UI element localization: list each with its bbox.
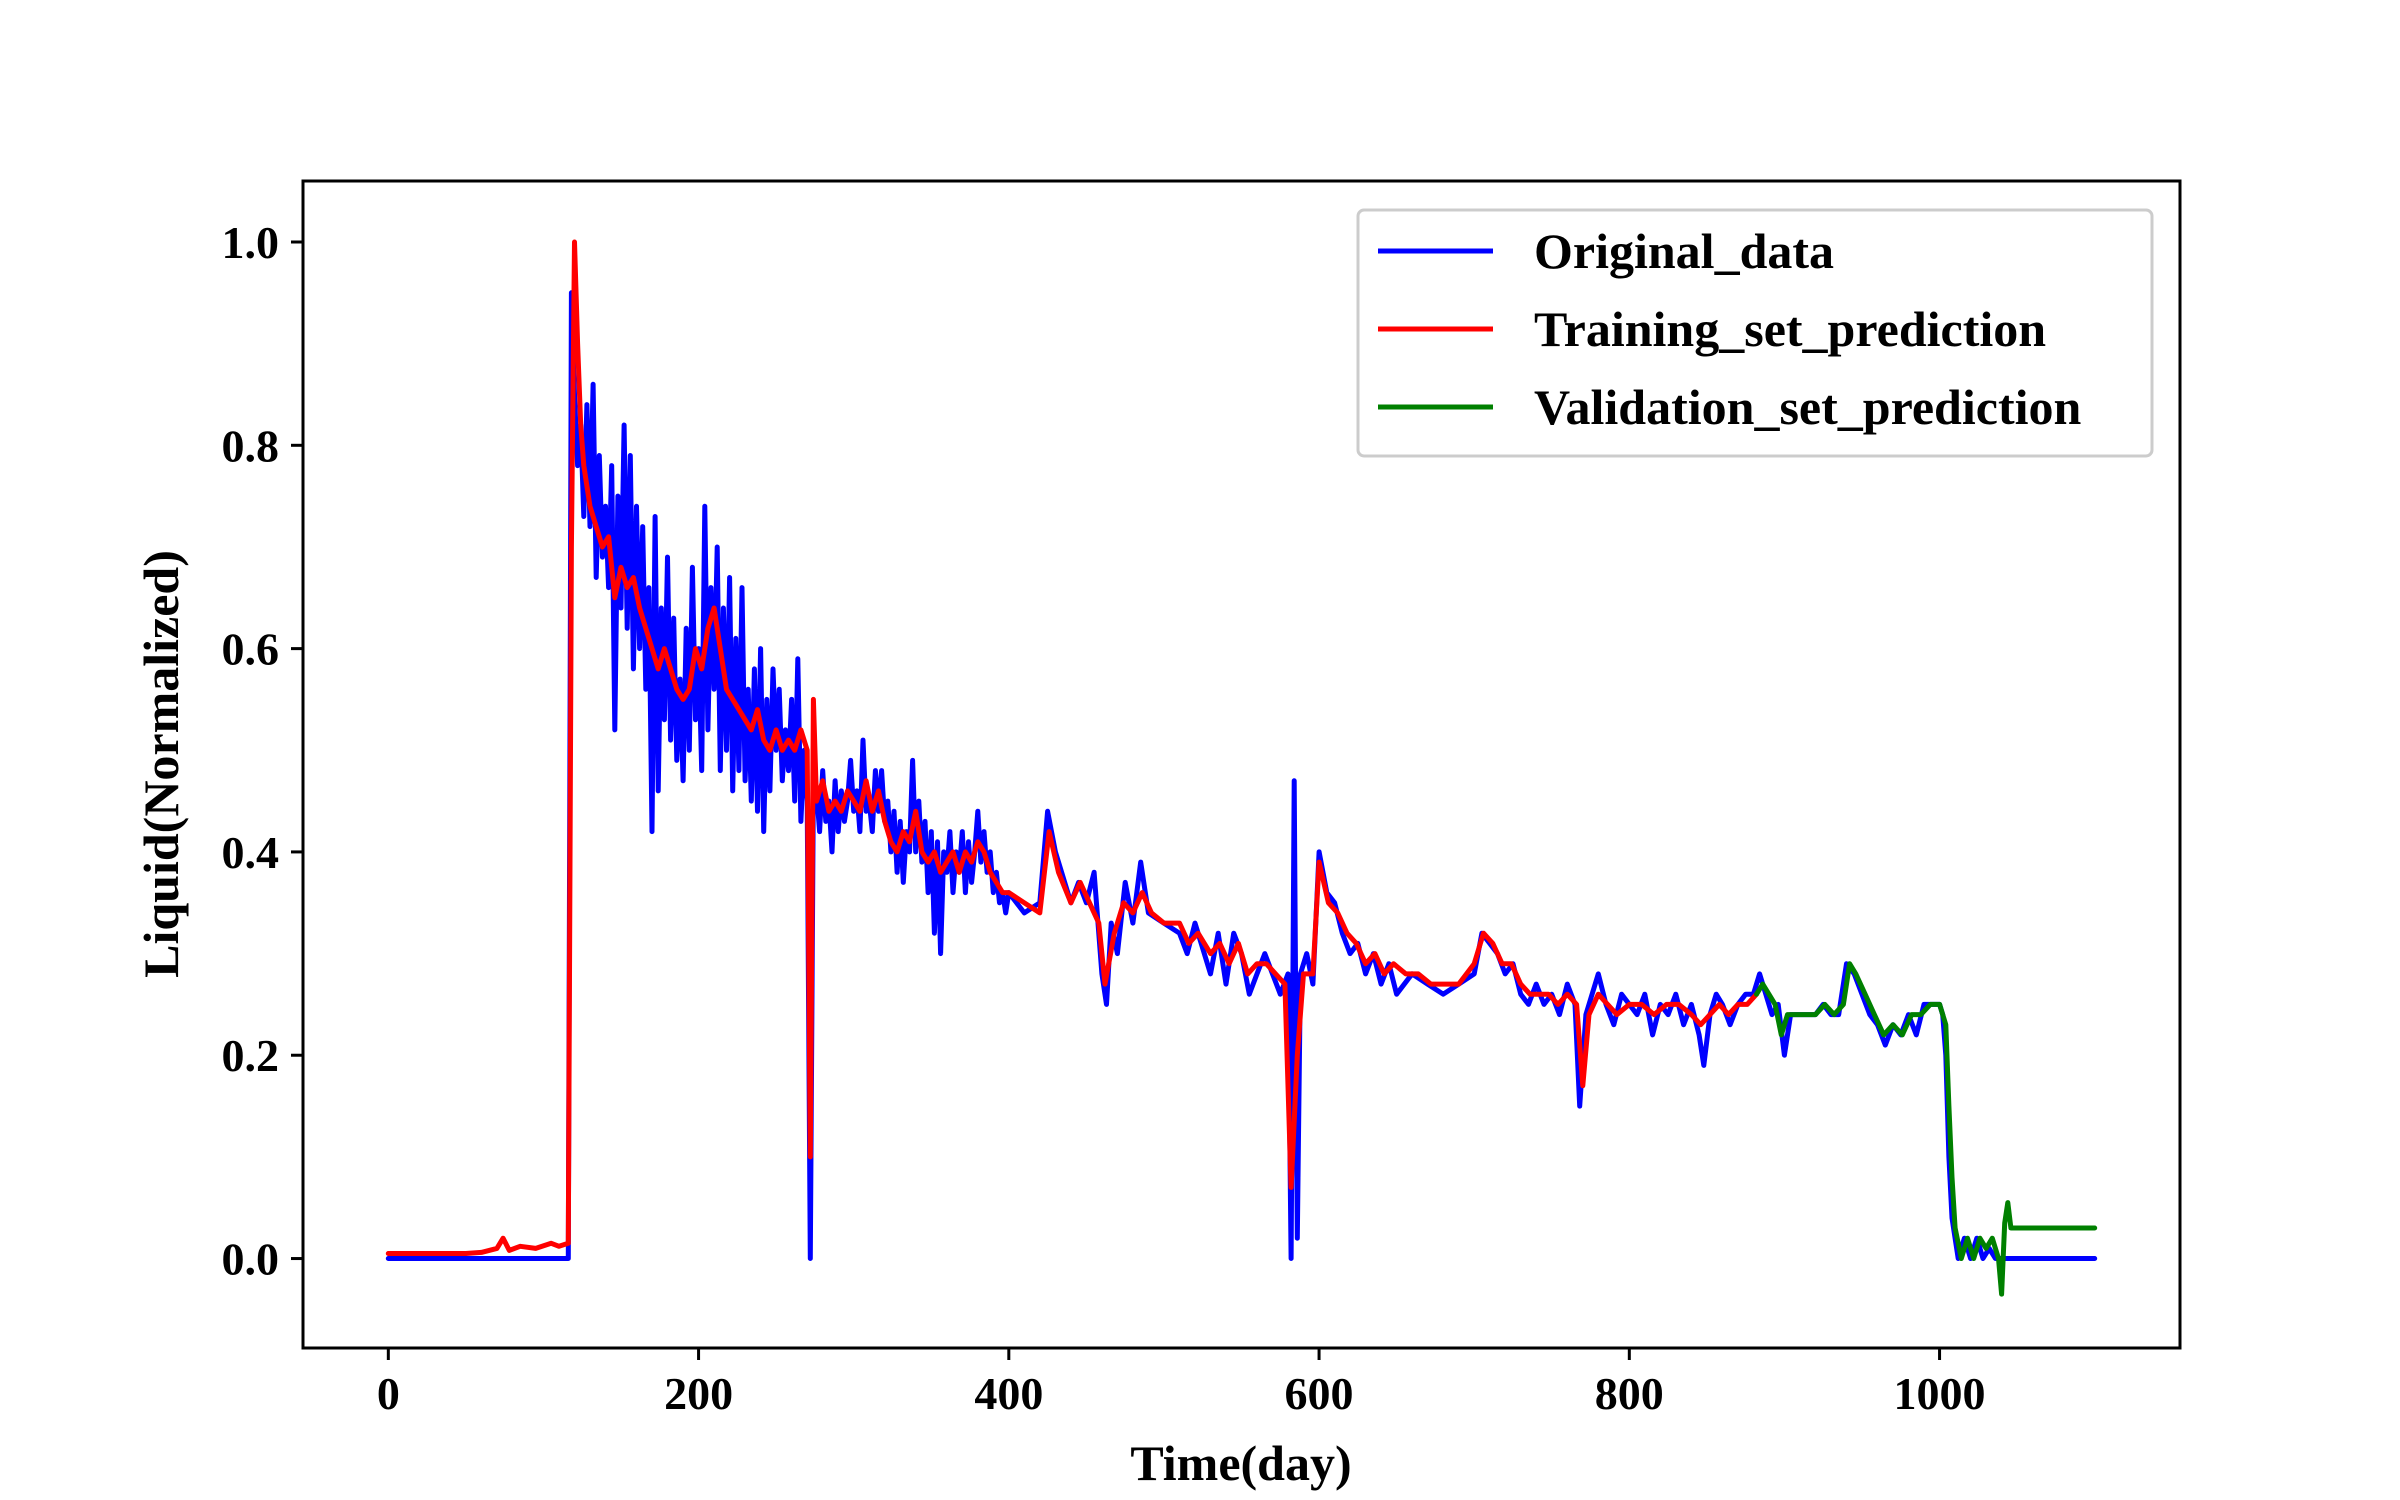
- y-axis-title: Liquid(Normalized): [133, 550, 189, 978]
- x-tick-label: 600: [1285, 1368, 1354, 1419]
- legend: Original_data Training_set_prediction Va…: [1356, 208, 2154, 458]
- x-axis: 0 200 400 600 800 1000: [377, 1348, 1986, 1419]
- y-tick-label: 0.8: [222, 420, 280, 471]
- x-tick-label: 0: [377, 1368, 400, 1419]
- y-axis: 0.0 0.2 0.4 0.6 0.8 1.0: [222, 217, 303, 1285]
- legend-label-original-data: Original_data: [1534, 223, 1834, 279]
- x-axis-title: Time(day): [1130, 1435, 1351, 1491]
- y-tick-label: 0.6: [222, 624, 280, 675]
- series-line-validation-set-prediction: [1754, 961, 2098, 1297]
- y-tick-label: 0.0: [222, 1234, 280, 1285]
- x-tick-label: 800: [1595, 1368, 1664, 1419]
- series-line-training-set-prediction: [385, 239, 1759, 1256]
- plot-frame: [301, 179, 2182, 1350]
- x-tick-label: 1000: [1894, 1368, 1986, 1419]
- y-tick-label: 0.4: [222, 827, 280, 878]
- legend-label-training-set-prediction: Training_set_prediction: [1534, 301, 2046, 357]
- x-tick-label: 200: [664, 1368, 733, 1419]
- x-tick-label: 400: [974, 1368, 1043, 1419]
- legend-box: [1356, 208, 2154, 458]
- series-layer: [385, 239, 2098, 1297]
- y-tick-label: 0.2: [222, 1030, 280, 1081]
- y-tick-label: 1.0: [222, 217, 280, 268]
- legend-label-validation-set-prediction: Validation_set_prediction: [1534, 379, 2081, 435]
